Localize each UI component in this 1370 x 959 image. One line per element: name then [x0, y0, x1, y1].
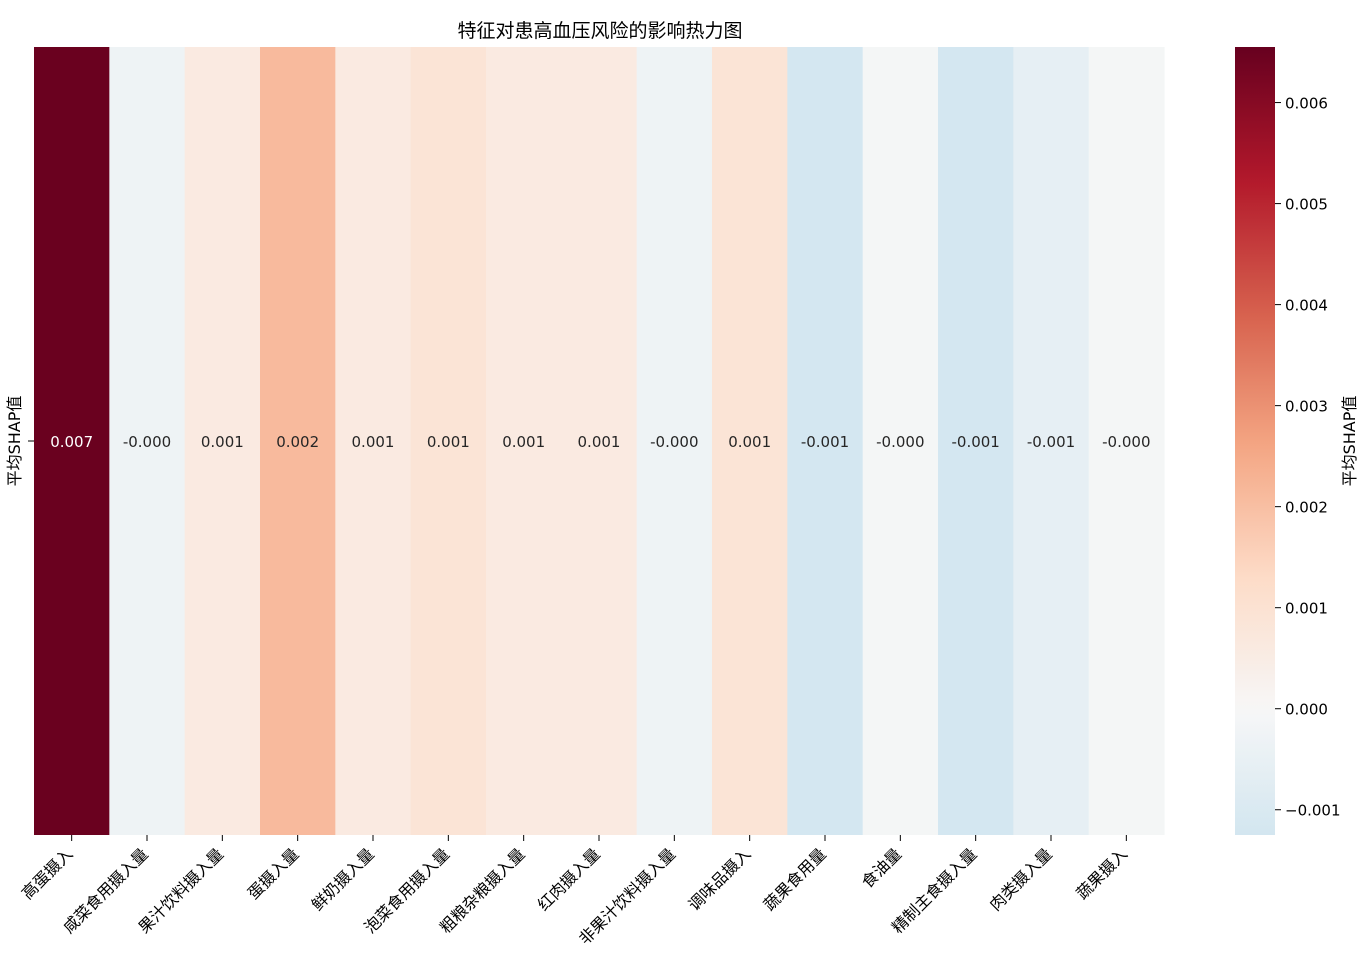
colorbar-tick-label: 0.004 — [1285, 297, 1328, 315]
chart-title: 特征对患高血压风险的影响热力图 — [457, 20, 742, 42]
heatmap-cell-5 — [410, 47, 487, 835]
x-tick-label: 蔬果食用量 — [760, 844, 830, 914]
cell-annotation: -0.001 — [1027, 433, 1075, 451]
cell-annotation: 0.002 — [276, 433, 319, 451]
x-tick-label: 高蛋摄入 — [18, 844, 77, 903]
cell-annotation: 0.007 — [50, 433, 93, 451]
heatmap-cell-6 — [486, 47, 562, 835]
cell-annotation: 0.001 — [578, 433, 621, 451]
cell-annotation: 0.001 — [352, 433, 395, 451]
heatmap-cell-4 — [335, 47, 412, 835]
colorbar-tick-label: 0.001 — [1285, 600, 1328, 618]
heatmap-cell-1 — [109, 47, 186, 835]
cell-annotation: -0.000 — [123, 433, 171, 451]
heatmap-cell-11 — [862, 47, 939, 835]
colorbar-tick-label: 0.002 — [1285, 499, 1328, 517]
colorbar-label: 平均SHAP值 — [1340, 396, 1359, 487]
x-tick-label: 鲜奶摄入量 — [308, 844, 378, 914]
x-tick-label: 调味品摄入 — [684, 844, 754, 914]
cell-annotation: -0.001 — [801, 433, 849, 451]
heatmap-cell-2 — [184, 47, 261, 835]
y-axis: 平均SHAP值 — [5, 396, 34, 487]
heatmap-cell-12 — [938, 47, 1014, 835]
heatmap-cell-9 — [712, 47, 788, 835]
colorbar-tick-label: 0.005 — [1285, 196, 1328, 214]
cell-annotation: -0.000 — [650, 433, 698, 451]
heatmap-cell-10 — [787, 47, 864, 835]
x-tick-label: 肉类摄入量 — [986, 844, 1056, 914]
heatmap-cell-0 — [34, 47, 110, 835]
colorbar-tick-label: −0.001 — [1285, 802, 1341, 820]
x-tick-label: 蔬果摄入 — [1072, 844, 1131, 903]
cell-annotation: -0.001 — [951, 433, 999, 451]
heatmap-cell-14 — [1088, 47, 1165, 835]
cell-annotation: -0.000 — [876, 433, 924, 451]
cell-annotation: 0.001 — [502, 433, 545, 451]
colorbar: −0.001 0.000 0.001 0.002 0.003 0.004 0.005 0.00… — [1235, 47, 1359, 835]
colorbar-tick-label: 0.000 — [1285, 701, 1328, 719]
heatmap-cells — [34, 47, 1165, 835]
colorbar-tick-label: 0.006 — [1285, 95, 1328, 113]
heatmap-cell-7 — [561, 47, 638, 835]
x-tick-label: 蛋摄入量 — [244, 844, 303, 903]
heatmap-annotations: 0.007 -0.000 0.001 0.002 0.001 0.001 0.001 0.00… — [50, 433, 1150, 451]
cell-annotation: 0.001 — [427, 433, 470, 451]
heatmap-cell-8 — [636, 47, 713, 835]
cell-annotation: 0.001 — [728, 433, 771, 451]
colorbar-gradient — [1235, 47, 1275, 835]
x-tick-label: 食油量 — [858, 844, 905, 891]
y-tick-label: 平均SHAP值 — [5, 396, 24, 487]
cell-annotation: -0.000 — [1102, 433, 1150, 451]
x-tick-label: 红肉摄入量 — [534, 844, 604, 914]
cell-annotation: 0.001 — [201, 433, 244, 451]
heatmap-cell-3 — [260, 47, 336, 835]
colorbar-tick-label: 0.003 — [1285, 398, 1328, 416]
heatmap-cell-13 — [1013, 47, 1090, 835]
